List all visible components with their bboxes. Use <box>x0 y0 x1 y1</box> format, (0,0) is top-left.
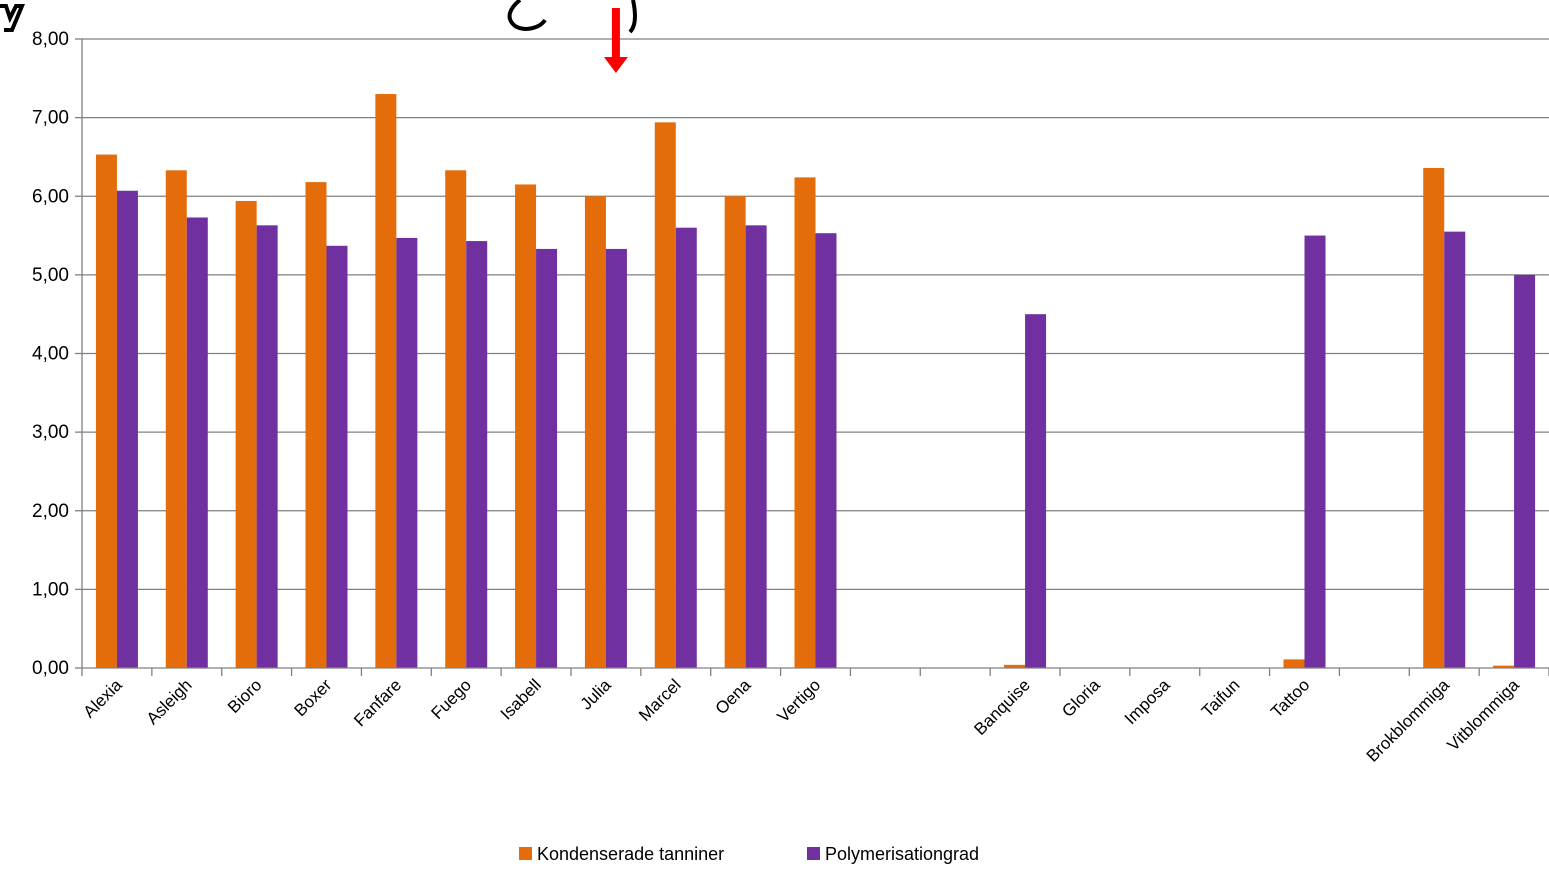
arrow-shaft <box>611 8 620 58</box>
bar <box>116 190 138 668</box>
bar <box>375 94 397 669</box>
legend-swatch <box>807 847 820 860</box>
bar <box>95 154 117 669</box>
x-axis-categories: Alexia Asleigh Bioro Boxer Fanfare Fuego Isabe… <box>80 675 1524 766</box>
bar <box>1004 664 1026 668</box>
bar <box>675 227 697 668</box>
x-category-label: Fanfare <box>350 675 405 730</box>
y-tick-label: 6,00 <box>32 186 69 207</box>
bar <box>605 248 627 668</box>
x-category-label: Isabell <box>497 675 545 723</box>
x-category-label: Fuego <box>428 675 476 723</box>
y-axis-ticks: 0,00 1,00 2,00 3,00 4,00 5,00 6,00 7,00 8,00 <box>32 29 69 679</box>
red-arrow-annotation <box>603 8 628 73</box>
arrow-head <box>603 57 628 73</box>
bars <box>95 94 1536 669</box>
cropped-title-fragment <box>0 0 637 34</box>
legend: Kondenserade tanniner Polymerisationgrad <box>519 844 979 864</box>
x-category-label: Banquise <box>970 675 1034 739</box>
bar <box>186 217 208 668</box>
x-category-label: Asleigh <box>143 675 196 728</box>
legend-label: Kondenserade tanniner <box>537 844 724 864</box>
y-tick-label: 1,00 <box>32 579 69 600</box>
x-category-label: Imposa <box>1121 675 1174 728</box>
y-tick-label: 4,00 <box>32 344 69 365</box>
bar <box>235 200 257 668</box>
legend-swatch <box>519 847 532 860</box>
x-category-label: Boxer <box>290 675 335 720</box>
x-category-label: Vertigo <box>773 675 824 726</box>
bar <box>1444 231 1466 668</box>
y-tick-label: 5,00 <box>32 265 69 286</box>
y-tick-label: 0,00 <box>32 658 69 679</box>
y-tick-label: 3,00 <box>32 422 69 443</box>
bar <box>815 233 837 669</box>
bar <box>724 196 746 668</box>
bar <box>326 245 348 668</box>
x-category-label: Taifun <box>1198 675 1244 721</box>
x-category-label: Vitblommiga <box>1444 675 1524 755</box>
bar <box>396 237 418 668</box>
bar <box>745 225 767 668</box>
bar <box>445 170 467 668</box>
bar <box>584 196 606 668</box>
y-tick-label: 2,00 <box>32 501 69 522</box>
bar <box>1283 659 1305 668</box>
legend-label: Polymerisationgrad <box>825 844 979 864</box>
x-category-label: Julia <box>577 675 616 714</box>
bar <box>515 184 537 669</box>
bar <box>466 241 488 668</box>
bar <box>1514 274 1536 668</box>
x-category-label: Alexia <box>80 675 127 722</box>
axes <box>81 39 1549 676</box>
bar <box>165 170 187 668</box>
x-category-label: Bioro <box>224 675 265 716</box>
x-category-label: Oena <box>712 675 755 718</box>
bar <box>305 182 327 668</box>
x-category-label: Marcel <box>635 675 685 725</box>
y-tick-label: 8,00 <box>32 29 69 50</box>
bar <box>536 248 558 668</box>
x-category-label: Gloria <box>1058 675 1104 721</box>
bar <box>1304 235 1326 668</box>
bar <box>1423 167 1445 668</box>
x-category-label: Tattoo <box>1267 675 1313 721</box>
bar <box>654 122 676 668</box>
bar <box>1025 314 1047 668</box>
bar <box>794 177 816 668</box>
bar <box>1493 665 1515 668</box>
bar <box>256 225 278 668</box>
x-category-label: Brokblommiga <box>1363 675 1454 766</box>
y-tick-label: 7,00 <box>32 108 69 129</box>
